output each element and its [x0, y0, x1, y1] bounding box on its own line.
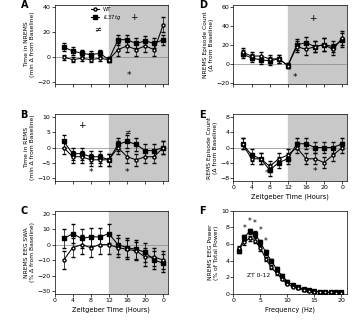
Text: C: C [20, 205, 28, 215]
X-axis label: Zeitgeber Time (Hours): Zeitgeber Time (Hours) [251, 193, 329, 200]
Text: *: * [127, 71, 132, 80]
Text: A: A [20, 0, 28, 10]
Text: ZT 0-12: ZT 0-12 [247, 273, 270, 279]
Text: *: * [313, 167, 317, 176]
Text: *: * [293, 73, 297, 82]
Text: +: + [130, 13, 138, 22]
Y-axis label: NREMS Episode Count
(Δ from Baseline): NREMS Episode Count (Δ from Baseline) [203, 11, 214, 78]
Y-axis label: NREMS EEG Power
(% of Total Power): NREMS EEG Power (% of Total Power) [208, 225, 220, 280]
Text: *: * [253, 219, 257, 228]
Text: F: F [200, 205, 206, 215]
Bar [109, 114, 168, 181]
Text: *: * [248, 216, 252, 226]
Text: *: * [242, 224, 246, 233]
Bar [288, 5, 347, 84]
Text: *: * [265, 169, 270, 178]
Text: D: D [200, 0, 208, 10]
Y-axis label: NREMS EEG SWA
(% Δ from Baseline): NREMS EEG SWA (% Δ from Baseline) [24, 222, 35, 282]
Y-axis label: Time in NREMS
(min Δ from Baseline): Time in NREMS (min Δ from Baseline) [24, 12, 35, 77]
Bar [288, 114, 347, 181]
Text: *: * [125, 168, 129, 176]
Text: E: E [200, 110, 206, 120]
Text: B: B [20, 110, 28, 120]
Text: ≠: ≠ [94, 25, 101, 34]
Bar [109, 5, 168, 84]
Bar [109, 211, 168, 294]
Text: *: * [89, 168, 93, 176]
Text: +: + [309, 14, 316, 23]
Text: *: * [264, 237, 268, 246]
Legend: WT, $IL37tg$: WT, $IL37tg$ [91, 7, 122, 21]
Text: +: + [78, 122, 86, 130]
X-axis label: Frequency (Hz): Frequency (Hz) [265, 306, 315, 313]
Y-axis label: REMS Episode Count
(Δ from Baseline): REMS Episode Count (Δ from Baseline) [207, 116, 218, 179]
Text: *: * [258, 226, 262, 235]
Y-axis label: Time in REMS
(min Δ from Baseline): Time in REMS (min Δ from Baseline) [24, 115, 35, 180]
Text: ≠: ≠ [124, 128, 130, 136]
X-axis label: Zeitgeber Time (Hours): Zeitgeber Time (Hours) [72, 306, 150, 313]
